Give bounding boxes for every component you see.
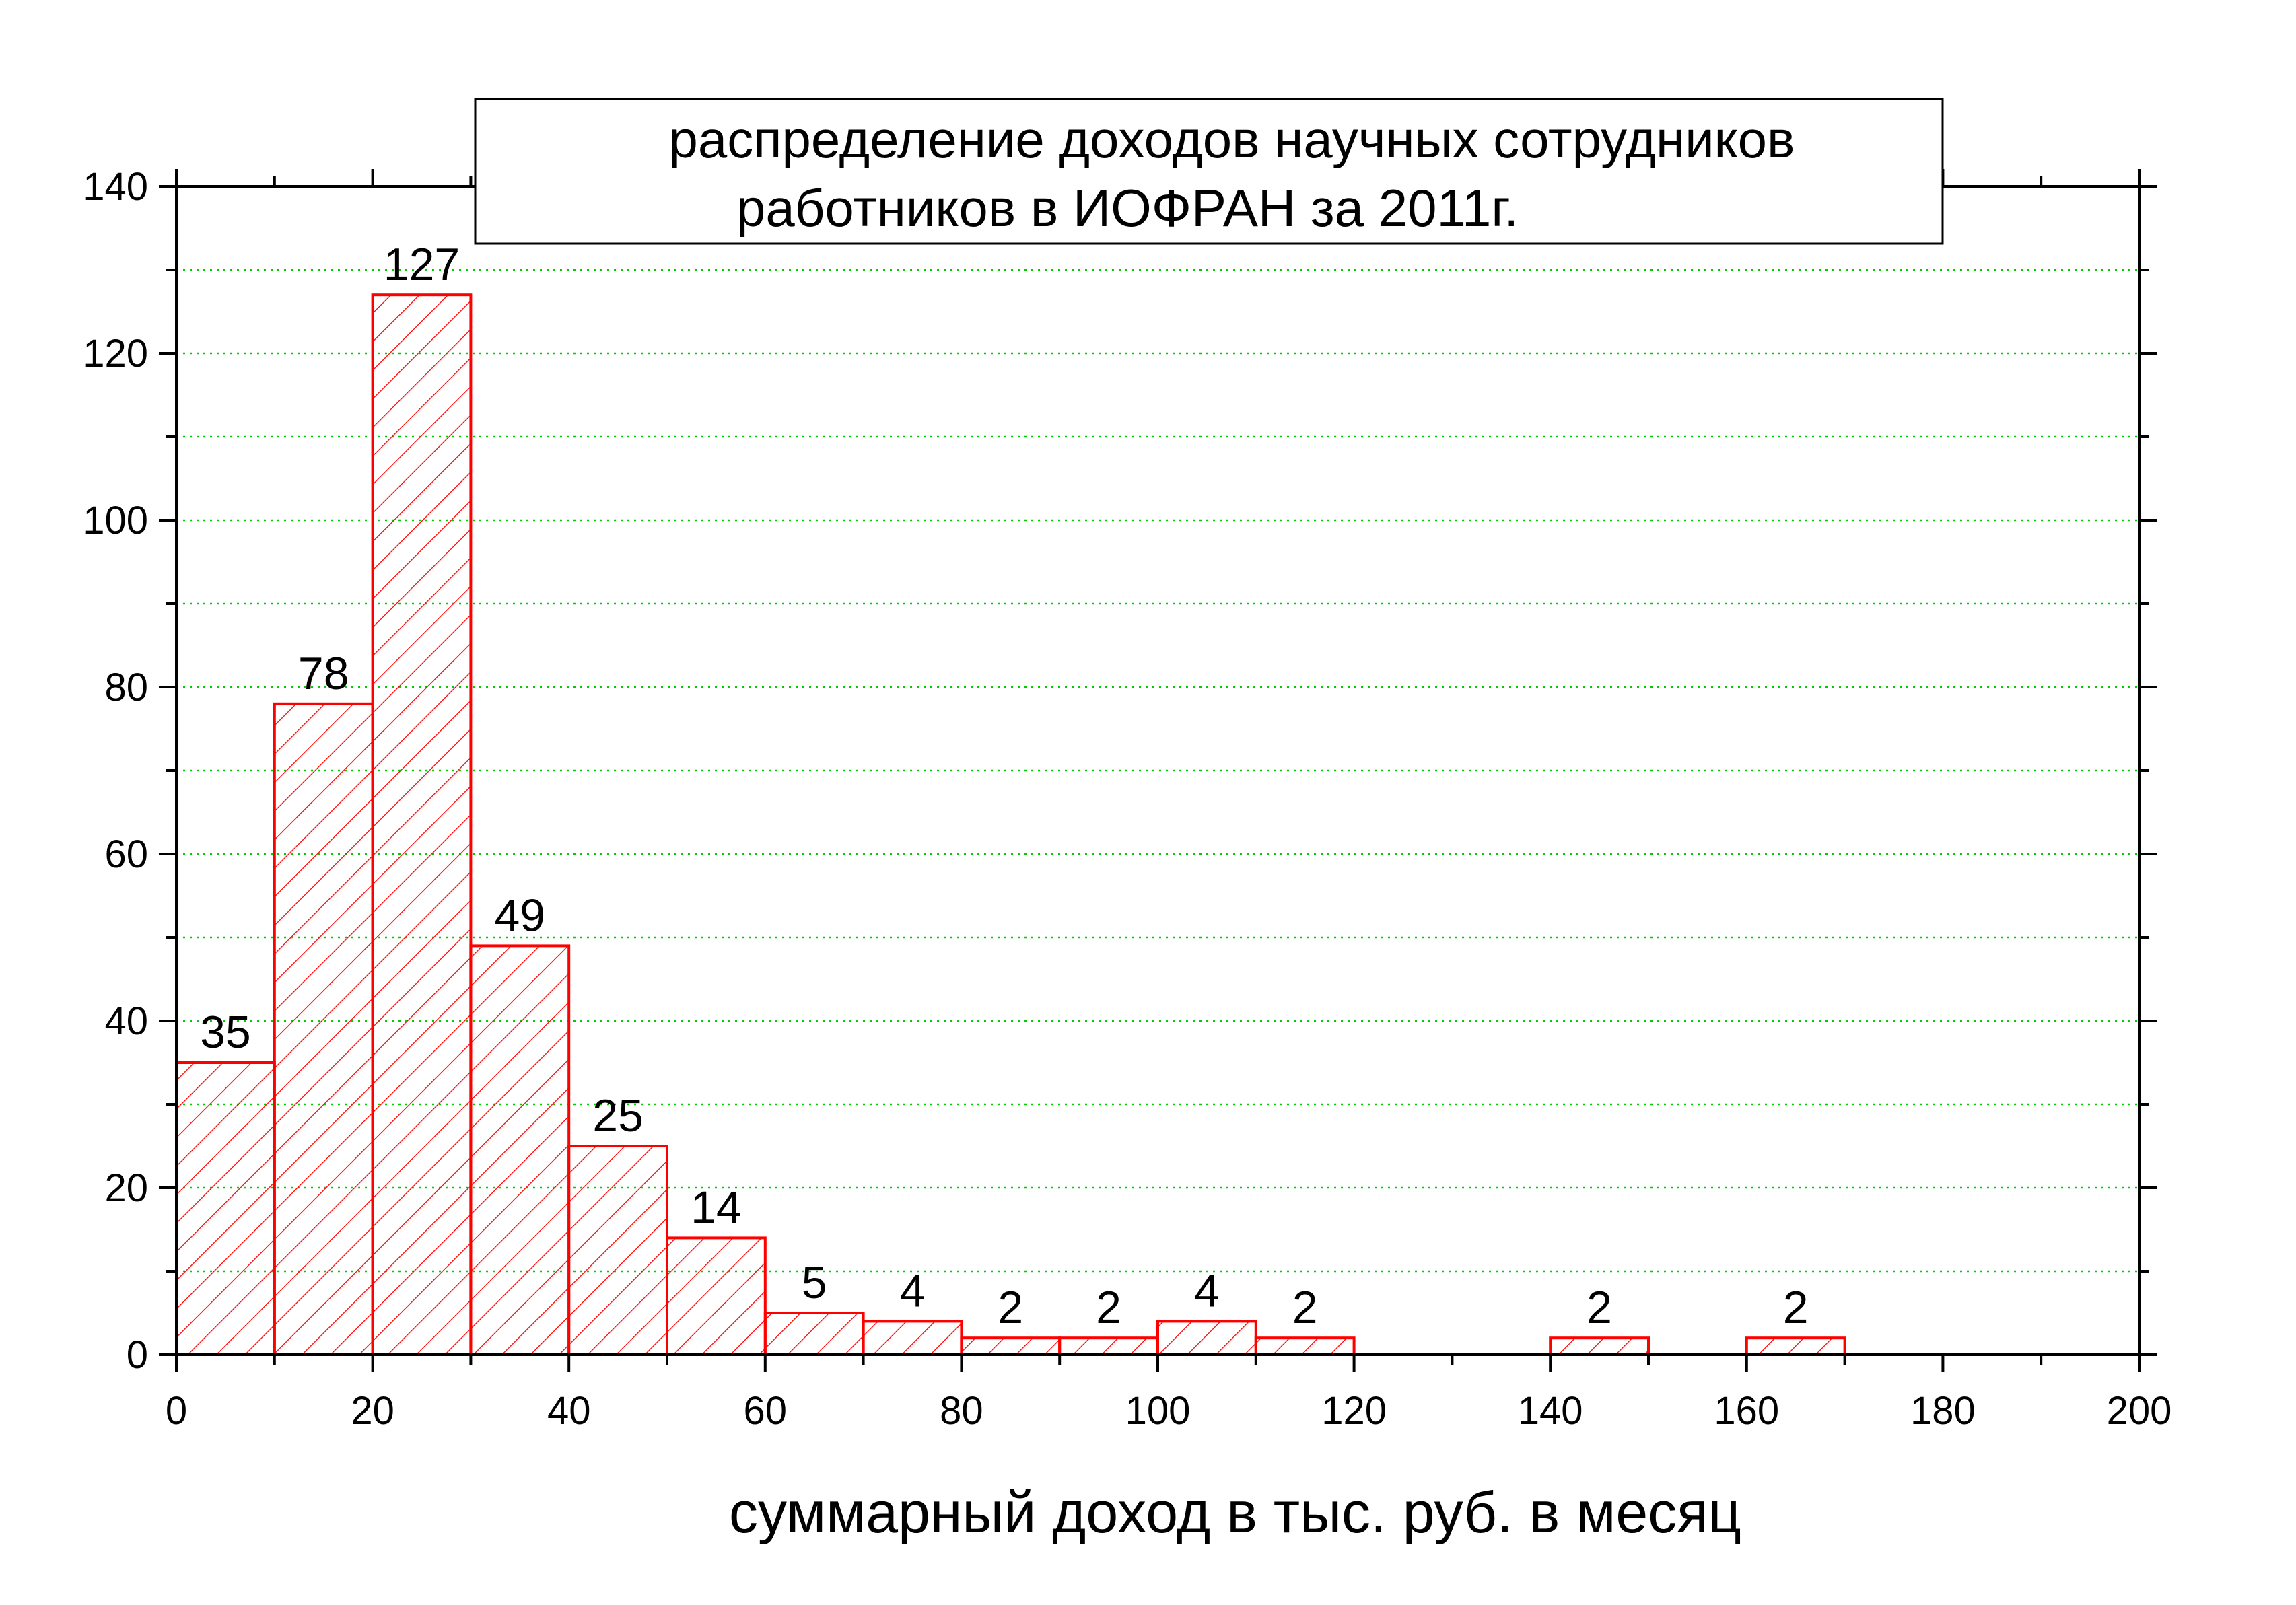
data-labels: 35 78 127 49 25 14 5 4 2 2 4 2 2 2	[200, 239, 1809, 1333]
bar-value-label: 2	[1587, 1282, 1612, 1333]
y-tick-label: 20	[104, 1166, 148, 1210]
histogram-bar	[567, 1145, 669, 1356]
histogram-bar	[175, 1061, 276, 1356]
y-tick-label: 120	[83, 332, 148, 376]
histogram-bar	[469, 944, 571, 1356]
x-tick-label: 200	[2107, 1389, 2172, 1433]
y-tick-label: 40	[104, 999, 148, 1043]
title-box-frame	[474, 98, 1944, 245]
chart-title-line-2: работников в ИОФРАН за 2011г.	[736, 178, 1519, 238]
bar-value-label: 78	[298, 648, 349, 699]
histogram-bar	[1549, 1336, 1650, 1356]
y-tick-label: 140	[83, 165, 148, 209]
bar-value-label: 2	[1783, 1282, 1809, 1333]
histogram-bar	[1058, 1336, 1159, 1356]
y-tick-label: 0	[127, 1333, 148, 1377]
histogram-bar	[1156, 1320, 1257, 1357]
bars	[175, 293, 1846, 1357]
x-tick-label: 160	[1714, 1389, 1779, 1433]
y-tick-label: 80	[104, 666, 148, 709]
histogram-bar	[763, 1312, 865, 1356]
x-tick-label: 0	[166, 1389, 187, 1433]
histogram-bar	[960, 1336, 1062, 1356]
y-tick-label: 100	[83, 499, 148, 542]
bar-value-label: 2	[1292, 1282, 1318, 1333]
bar-value-label: 49	[494, 890, 545, 941]
bar-value-label: 25	[592, 1090, 643, 1141]
histogram-bar	[1745, 1336, 1846, 1356]
x-tick-label: 60	[744, 1389, 788, 1433]
x-tick-label: 140	[1518, 1389, 1583, 1433]
histogram-bar	[666, 1236, 767, 1357]
histogram-bar	[862, 1320, 963, 1357]
bar-value-label: 127	[384, 239, 460, 290]
y-tick-label: 60	[104, 832, 148, 876]
histogram-bar	[371, 293, 473, 1357]
x-axis-label: суммарный доход в тыс. руб. в месяц	[729, 1481, 1741, 1545]
histogram-bar	[1254, 1336, 1356, 1356]
title-box: распределение доходов научных сотруднико…	[474, 98, 1944, 245]
bar-value-label: 4	[1194, 1265, 1220, 1316]
chart-title-line-1: распределение доходов научных сотруднико…	[669, 110, 1795, 169]
bar-value-label: 14	[691, 1182, 742, 1233]
bar-value-label: 2	[1096, 1282, 1121, 1333]
bar-value-label: 35	[200, 1007, 251, 1058]
grid-lines	[176, 269, 2139, 1273]
x-tick-label: 180	[1910, 1389, 1976, 1433]
x-tick-label: 100	[1125, 1389, 1191, 1433]
tick-labels: 0 20 40 60 80 100 120 140 0 20 40 60 80 100 120 140 160 1…	[83, 165, 2171, 1433]
x-tick-label: 20	[351, 1389, 394, 1433]
x-tick-label: 80	[940, 1389, 983, 1433]
bar-value-label: 2	[998, 1282, 1023, 1333]
histogram-bar	[273, 702, 374, 1357]
x-tick-label: 120	[1321, 1389, 1387, 1433]
bar-value-label: 5	[802, 1257, 827, 1308]
x-tick-label: 40	[547, 1389, 591, 1433]
bar-value-label: 4	[900, 1265, 926, 1316]
